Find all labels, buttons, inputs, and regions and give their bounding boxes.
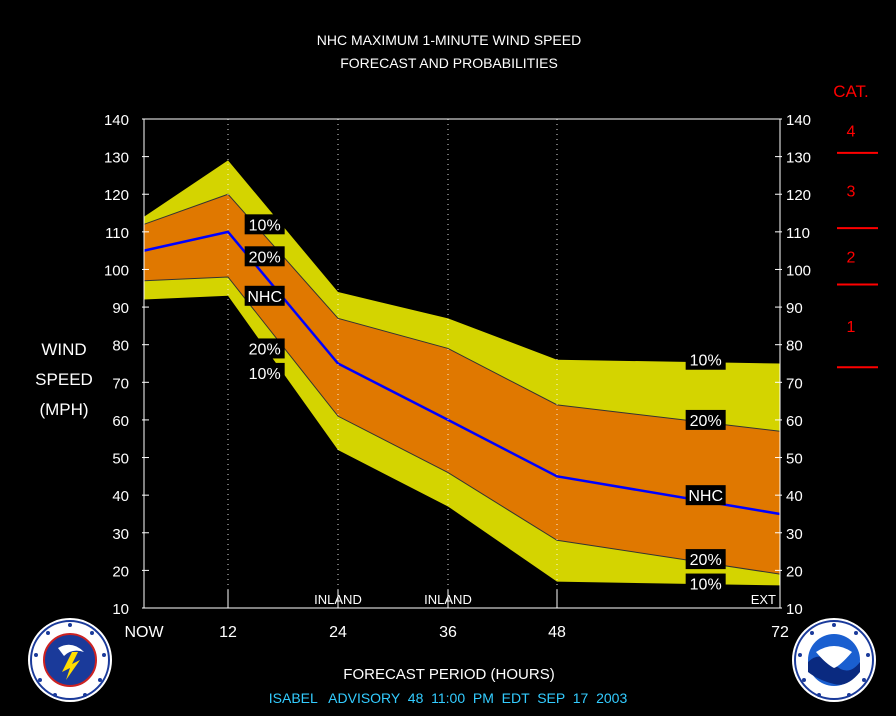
series-label-text: 10% [249, 366, 281, 383]
series-label-right: 10% [685, 573, 726, 594]
series-label-left: 10% [244, 214, 285, 235]
category-label: 3 [847, 183, 856, 200]
category-title: CAT. [833, 82, 869, 101]
series-label-right: 20% [685, 549, 726, 570]
probability-bands [143, 160, 781, 586]
y-tick-label-right: 10 [786, 601, 803, 618]
series-label-box [685, 573, 726, 594]
series-label-text: 20% [249, 341, 281, 358]
series-label-left: 10% [244, 362, 285, 383]
series-label-box [244, 246, 285, 267]
series-label-right: NHC [685, 485, 726, 506]
y-tick-label-left: 10 [112, 601, 129, 618]
series-label-text: NHC [247, 289, 282, 306]
x-tick-label: 12 [219, 624, 237, 641]
noaa-logo [792, 618, 876, 702]
nws-logo [28, 618, 112, 702]
annotation-label: EXT [751, 592, 776, 607]
y-tick-label-left: 20 [112, 563, 129, 580]
series-label-box [244, 338, 285, 359]
x-axis-ticks: NOW 12 24 36 48 72 [124, 590, 789, 641]
plot-frame [143, 118, 781, 609]
category-label: 1 [847, 319, 856, 336]
series-label-box [244, 362, 285, 383]
x-tick-label: NOW [124, 624, 164, 641]
y-axis-label-line-2: SPEED [35, 370, 93, 389]
y-axis-label-line-3: (MPH) [39, 400, 88, 419]
series-label-box [244, 214, 285, 235]
category-label: 2 [847, 249, 856, 266]
y-tick-label-left: 70 [112, 375, 129, 392]
series-label-text: 10% [690, 577, 722, 594]
y-axis-ticks: 10 10 20 20 30 30 40 40 50 50 60 60 70 70 80 80 90 90 100 1… [104, 112, 811, 618]
y-tick-label-right: 140 [786, 112, 811, 129]
series-label-left: 20% [244, 338, 285, 359]
series-label-left: NHC [244, 285, 285, 306]
y-tick-label-left: 90 [112, 300, 129, 317]
y-tick-label-left: 80 [112, 338, 129, 355]
x-tick-label: 48 [548, 624, 566, 641]
series-label-box [685, 485, 726, 506]
y-tick-label-left: 140 [104, 112, 129, 129]
series-labels: 10% 20% NHC 20% 10% 10% 20% NHC 20% 10% [244, 214, 726, 594]
y-tick-label-left: 40 [112, 488, 129, 505]
y-axis-label-line-1: WIND [41, 340, 86, 359]
y-tick-label-left: 110 [105, 225, 129, 242]
series-line-20pct-upper [143, 193, 781, 432]
x-tick-label: 72 [771, 624, 789, 641]
y-tick-label-right: 120 [786, 187, 811, 204]
y-tick-label-right: 30 [786, 526, 803, 543]
series-label-right: 10% [685, 349, 726, 370]
series-label-left: 20% [244, 246, 285, 267]
y-tick-label-left: 30 [112, 526, 129, 543]
y-tick-label-right: 110 [786, 225, 810, 242]
series-label-text: 10% [249, 217, 281, 234]
period-annotations: INLAND INLAND EXT [314, 592, 776, 607]
annotation-label: INLAND [424, 592, 472, 607]
chart-subtitle: FORECAST AND PROBABILITIES [340, 55, 558, 71]
y-tick-label-right: 130 [786, 150, 811, 167]
y-tick-label-right: 70 [786, 375, 803, 392]
annotation-label: INLAND [314, 592, 362, 607]
series-label-text: NHC [688, 488, 723, 505]
y-tick-label-right: 40 [786, 488, 803, 505]
series-label-box [685, 349, 726, 370]
y-tick-label-left: 60 [112, 413, 129, 430]
x-tick-label: 36 [439, 624, 457, 641]
category-scale: 1 2 3 4 [837, 123, 878, 369]
category-label: 4 [847, 123, 856, 140]
series-label-text: 20% [690, 413, 722, 430]
y-tick-label-right: 60 [786, 413, 803, 430]
x-axis-label: FORECAST PERIOD (HOURS) [343, 666, 554, 683]
y-tick-label-left: 100 [104, 262, 129, 279]
advisory-footer: ISABEL ADVISORY 48 11:00 PM EDT SEP 17 2… [269, 690, 628, 706]
x-tick-label: 24 [329, 624, 347, 641]
series-label-box [685, 549, 726, 570]
series-label-box [244, 285, 285, 306]
series-label-text: 10% [690, 353, 722, 370]
y-tick-label-left: 130 [104, 150, 129, 167]
series-label-text: 20% [249, 249, 281, 266]
series-label-right: 20% [685, 409, 726, 430]
y-tick-label-right: 50 [786, 451, 803, 468]
y-tick-label-left: 120 [104, 187, 129, 204]
series-label-box [685, 409, 726, 430]
y-tick-label-right: 80 [786, 338, 803, 355]
y-tick-label-right: 100 [786, 262, 811, 279]
series-label-text: 20% [690, 552, 722, 569]
y-tick-label-left: 50 [112, 451, 129, 468]
series-line-20pct-lower [143, 276, 781, 575]
y-tick-label-right: 90 [786, 300, 803, 317]
series-line-nhc [143, 230, 781, 516]
y-tick-label-right: 20 [786, 563, 803, 580]
inner-20pct-band [144, 194, 780, 575]
chart-title: NHC MAXIMUM 1-MINUTE WIND SPEED [317, 32, 581, 48]
